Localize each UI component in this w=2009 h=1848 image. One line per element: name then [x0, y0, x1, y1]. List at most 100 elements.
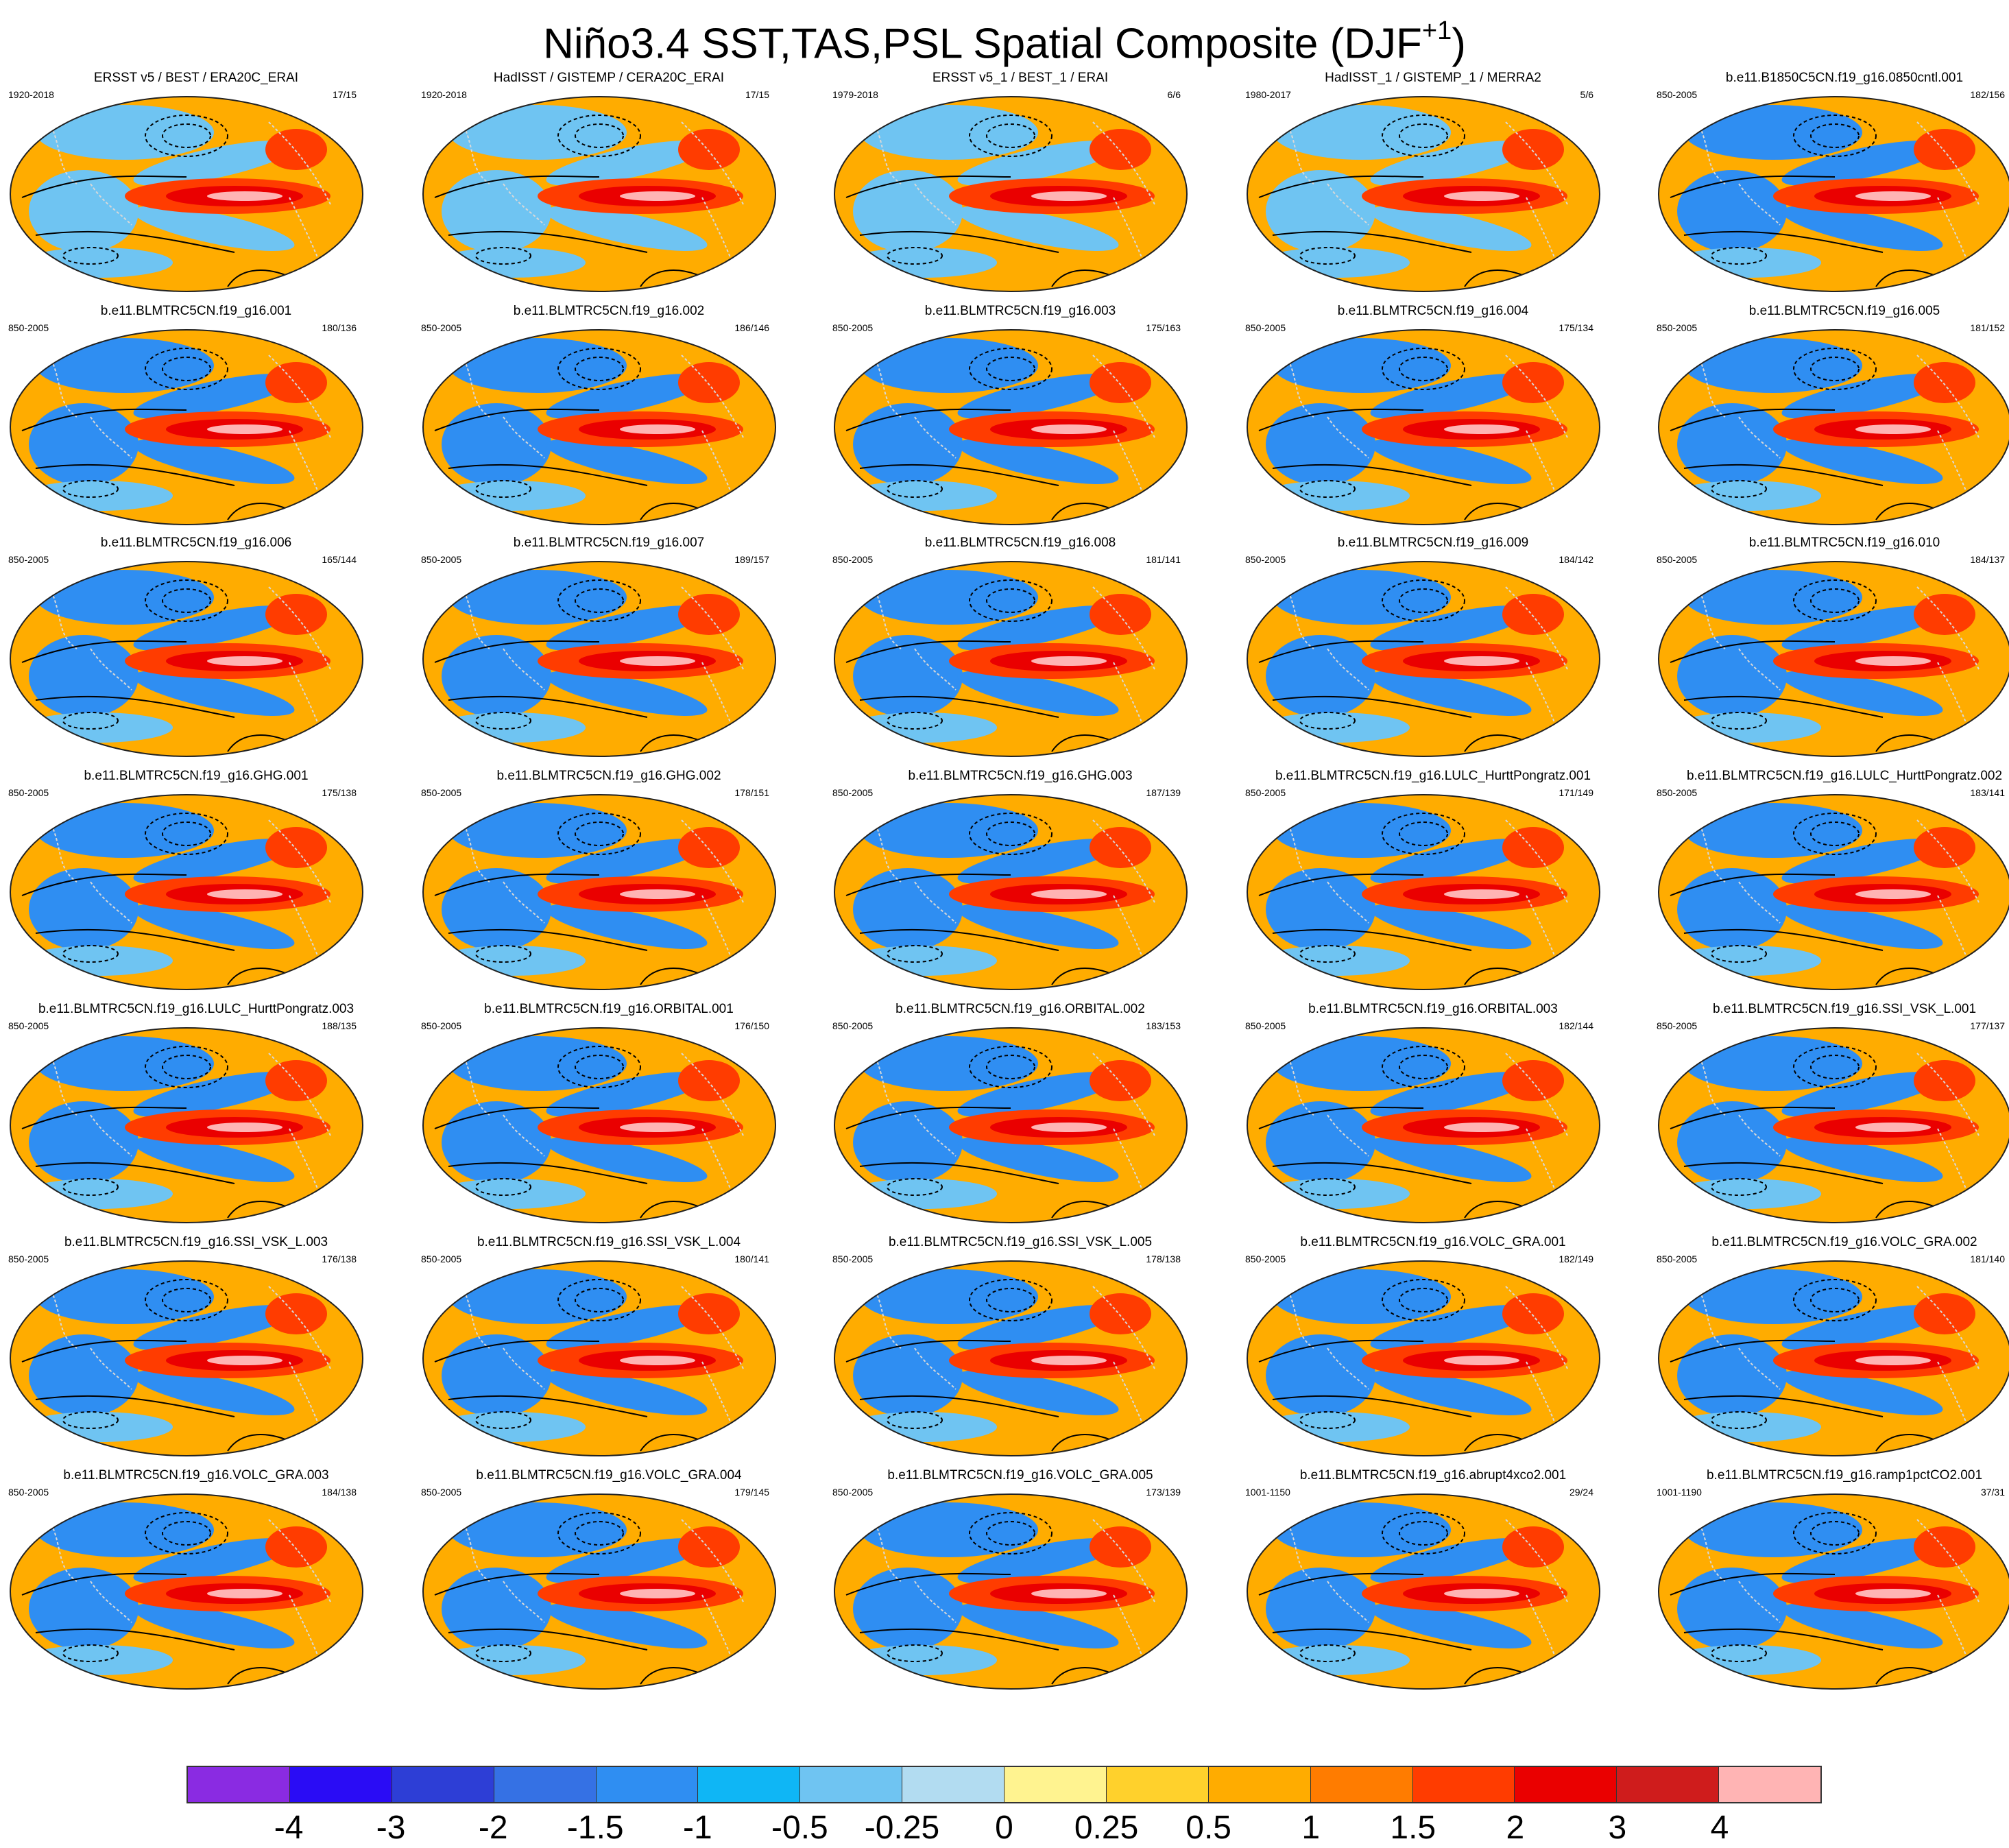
map-panel: b.e11.BLMTRC5CN.f19_g16.010 850-2005 184/1…	[1652, 535, 2009, 761]
composite-map	[1658, 329, 2009, 525]
colorbar-label: -3	[376, 1810, 406, 1846]
colorbar-label: 3	[1608, 1810, 1627, 1846]
panel-event-count: 5/6	[1580, 89, 1593, 100]
map-panel: b.e11.BLMTRC5CN.f19_g16.SSI_VSK_L.005 850…	[828, 1234, 1212, 1461]
panel-period: 850-2005	[832, 787, 874, 798]
panel-title: b.e11.BLMTRC5CN.f19_g16.009	[1337, 536, 1529, 550]
colorbar-label: 0	[995, 1810, 1013, 1846]
panel-period: 850-2005	[8, 322, 49, 333]
map-panel: ERSST v5 / BEST / ERA20C_ERAI 1920-2018 17…	[4, 70, 388, 296]
panel-title: b.e11.BLMTRC5CN.f19_g16.SSI_VSK_L.003	[64, 1235, 328, 1249]
panel-period: 850-2005	[1245, 554, 1286, 565]
panel-title: b.e11.BLMTRC5CN.f19_g16.VOLC_GRA.003	[63, 1468, 329, 1483]
panel-event-count: 189/157	[734, 554, 769, 565]
panel-event-count: 175/163	[1146, 322, 1181, 333]
colorbar-label: 0.25	[1074, 1810, 1139, 1846]
map-panel: b.e11.BLMTRC5CN.f19_g16.004 850-2005 175/1…	[1241, 303, 1625, 529]
colorbar-swatch	[1106, 1767, 1209, 1802]
colorbar: -4 -3 -2 -1.5 -1 -0.5 -0.25 0 0.25 0.5 1 1.5 2 3 4	[0, 1755, 2009, 1848]
map-panel: b.e11.BLMTRC5CN.f19_g16.GHG.001 850-2005 1…	[4, 768, 388, 994]
panel-period: 850-2005	[1657, 1020, 1698, 1031]
map-panel: ERSST v5_1 / BEST_1 / ERAI 1979-2018 6/6	[828, 70, 1212, 296]
map-panel: b.e11.BLMTRC5CN.f19_g16.VOLC_GRA.004 850-…	[417, 1467, 801, 1694]
colorbar-label: -0.25	[864, 1810, 940, 1846]
panel-period: 850-2005	[832, 1487, 874, 1498]
map-panel: b.e11.BLMTRC5CN.f19_g16.ramp1pctCO2.001 1…	[1652, 1467, 2009, 1694]
map-panel: b.e11.BLMTRC5CN.f19_g16.VOLC_GRA.005 850-…	[828, 1467, 1212, 1694]
map-panel: b.e11.BLMTRC5CN.f19_g16.009 850-2005 184/1…	[1241, 535, 1625, 761]
composite-map	[422, 329, 776, 525]
composite-map	[834, 1260, 1188, 1456]
composite-map	[10, 1027, 363, 1223]
composite-map	[422, 794, 776, 990]
panel-period: 1979-2018	[832, 89, 878, 100]
panel-title: b.e11.BLMTRC5CN.f19_g16.VOLC_GRA.005	[887, 1468, 1153, 1483]
map-panel: b.e11.BLMTRC5CN.f19_g16.ORBITAL.002 850-2…	[828, 1001, 1212, 1227]
panel-period: 1920-2018	[421, 89, 467, 100]
panel-event-count: 29/24	[1569, 1487, 1593, 1498]
panel-title: b.e11.BLMTRC5CN.f19_g16.002	[513, 304, 705, 318]
panel-event-count: 179/145	[734, 1487, 769, 1498]
map-panel: b.e11.BLMTRC5CN.f19_g16.002 850-2005 186/1…	[417, 303, 801, 529]
panel-period: 850-2005	[421, 1487, 462, 1498]
colorbar-label: 1	[1301, 1810, 1321, 1846]
panel-period: 850-2005	[8, 554, 49, 565]
panel-period: 850-2005	[1657, 89, 1698, 100]
panel-event-count: 17/15	[332, 89, 357, 100]
map-panel: b.e11.BLMTRC5CN.f19_g16.003 850-2005 175/1…	[828, 303, 1212, 529]
panel-event-count: 176/138	[322, 1253, 357, 1264]
panel-event-count: 178/151	[734, 787, 769, 798]
composite-map	[1658, 96, 2009, 292]
colorbar-label: 2	[1506, 1810, 1525, 1846]
panel-title: b.e11.BLMTRC5CN.f19_g16.GHG.003	[908, 769, 1133, 783]
panel-event-count: 177/137	[1970, 1020, 2005, 1031]
title-text: Niño3.4 SST,TAS,PSL Spatial Composite (D…	[543, 20, 1422, 68]
panel-period: 850-2005	[421, 554, 462, 565]
panel-title: b.e11.BLMTRC5CN.f19_g16.LULC_HurttPongra…	[1686, 769, 2003, 783]
panel-event-count: 183/153	[1146, 1020, 1181, 1031]
colorbar-label: 1.5	[1390, 1810, 1436, 1846]
panel-title: b.e11.BLMTRC5CN.f19_g16.008	[924, 536, 1116, 550]
composite-map	[1247, 96, 1600, 292]
panel-event-count: 187/139	[1146, 787, 1181, 798]
panel-event-count: 17/15	[745, 89, 769, 100]
composite-map	[1658, 1493, 2009, 1690]
panel-event-count: 184/142	[1559, 554, 1593, 565]
composite-map	[1247, 1027, 1600, 1223]
composite-map	[1658, 1027, 2009, 1223]
colorbar-swatch	[1004, 1767, 1107, 1802]
colorbar-swatch	[1515, 1767, 1617, 1802]
composite-map	[1247, 561, 1600, 757]
panel-period: 850-2005	[1245, 787, 1286, 798]
composite-map	[10, 96, 363, 292]
colorbar-label: 0.5	[1186, 1810, 1231, 1846]
panel-period: 850-2005	[8, 1020, 49, 1031]
panel-event-count: 175/138	[322, 787, 357, 798]
panel-period: 850-2005	[1245, 322, 1286, 333]
panel-event-count: 176/150	[734, 1020, 769, 1031]
panel-title: b.e11.B1850C5CN.f19_g16.0850cntl.001	[1725, 71, 1964, 85]
panel-event-count: 171/149	[1559, 787, 1593, 798]
panel-period: 850-2005	[8, 1487, 49, 1498]
panel-title: b.e11.BLMTRC5CN.f19_g16.005	[1748, 304, 1940, 318]
map-panel: b.e11.BLMTRC5CN.f19_g16.VOLC_GRA.002 850-…	[1652, 1234, 2009, 1461]
panel-period: 850-2005	[832, 554, 874, 565]
panel-period: 1980-2017	[1245, 89, 1291, 100]
panel-title: b.e11.BLMTRC5CN.f19_g16.SSI_VSK_L.005	[888, 1235, 1153, 1249]
map-panel: b.e11.BLMTRC5CN.f19_g16.SSI_VSK_L.003 850…	[4, 1234, 388, 1461]
panel-event-count: 184/138	[322, 1487, 357, 1498]
colorbar-swatch	[800, 1767, 903, 1802]
panel-event-count: 178/138	[1146, 1253, 1181, 1264]
panel-period: 850-2005	[832, 1020, 874, 1031]
panel-event-count: 175/134	[1559, 322, 1593, 333]
panel-event-count: 37/31	[1980, 1487, 2005, 1498]
panel-title: b.e11.BLMTRC5CN.f19_g16.SSI_VSK_L.001	[1712, 1002, 1977, 1016]
panel-period: 850-2005	[8, 1253, 49, 1264]
composite-map	[10, 1260, 363, 1456]
composite-map	[422, 561, 776, 757]
panel-title: HadISST / GISTEMP / CERA20C_ERAI	[493, 71, 725, 85]
colorbar-boxes	[187, 1766, 1822, 1803]
colorbar-swatch	[1412, 1767, 1515, 1802]
panel-title: b.e11.BLMTRC5CN.f19_g16.004	[1337, 304, 1529, 318]
colorbar-label: -0.5	[771, 1810, 828, 1846]
